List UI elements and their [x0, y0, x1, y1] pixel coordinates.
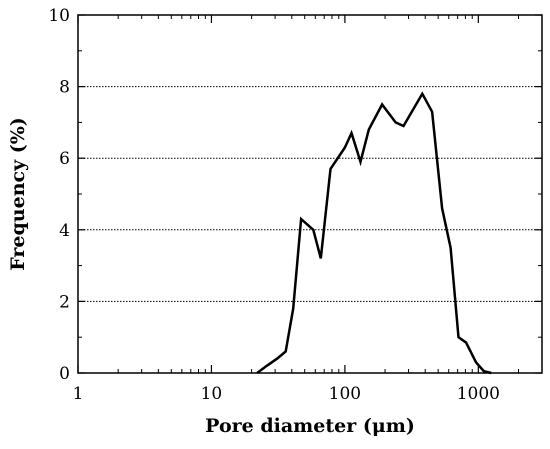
y-tick-label: 0 [59, 364, 70, 384]
y-tick-label: 10 [48, 6, 70, 26]
x-tick-label: 1 [73, 384, 84, 404]
tick-labels: 0 2 4 6 8 10 1 10 100 1000 [48, 6, 500, 404]
x-tick-label: 10 [201, 384, 223, 404]
y-tick-label: 8 [59, 78, 70, 98]
y-tick-label: 4 [59, 221, 70, 241]
y-tick-label: 6 [59, 149, 70, 169]
x-tick-label: 1000 [457, 384, 500, 404]
series-layer [256, 91, 492, 375]
y-axis-label: Frequency (%) [7, 117, 29, 271]
y-tick-label: 2 [59, 292, 70, 312]
x-tick-label: 100 [329, 384, 361, 404]
gridlines [78, 86, 542, 302]
series-line-0 [256, 91, 492, 375]
axis-ticks [77, 14, 543, 374]
plot-frame [77, 14, 543, 374]
x-axis-label: Pore diameter (μm) [205, 415, 415, 437]
